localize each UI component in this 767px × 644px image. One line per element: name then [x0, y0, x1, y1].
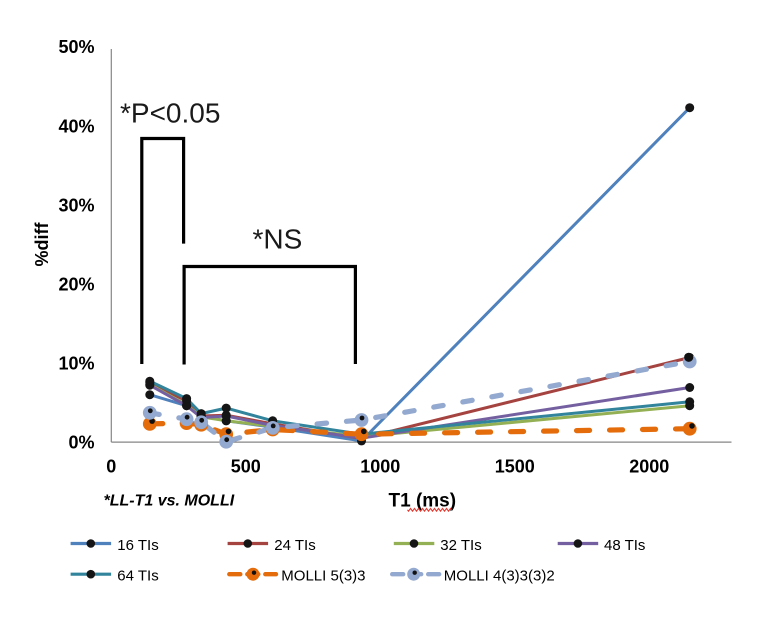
svg-text:30%: 30%: [58, 195, 94, 215]
svg-text:MOLLI 5(3)3: MOLLI 5(3)3: [281, 568, 365, 585]
svg-text:MOLLI 4(3)3(3)2: MOLLI 4(3)3(3)2: [444, 568, 555, 585]
svg-text:1000: 1000: [360, 457, 400, 477]
svg-text:0: 0: [106, 457, 116, 477]
svg-text:%diff: %diff: [32, 222, 52, 267]
svg-text:1500: 1500: [495, 457, 535, 477]
svg-text:40%: 40%: [58, 116, 94, 136]
svg-text:64 TIs: 64 TIs: [117, 568, 158, 585]
svg-text:32 TIs: 32 TIs: [440, 537, 481, 554]
svg-text:2000: 2000: [629, 457, 669, 477]
svg-text:20%: 20%: [58, 274, 94, 294]
svg-text:T1 (ms): T1 (ms): [389, 491, 457, 512]
svg-text:48 TIs: 48 TIs: [604, 537, 645, 554]
svg-text:*P<0.05: *P<0.05: [120, 98, 220, 129]
svg-text:24 TIs: 24 TIs: [274, 537, 315, 554]
svg-text:0%: 0%: [68, 433, 94, 453]
svg-text:500: 500: [231, 457, 261, 477]
svg-text:50%: 50%: [58, 37, 94, 57]
svg-text:*LL-T1 vs. MOLLI: *LL-T1 vs. MOLLI: [104, 493, 235, 510]
svg-text:*NS: *NS: [253, 224, 303, 255]
svg-text:10%: 10%: [58, 353, 94, 373]
svg-text:16 TIs: 16 TIs: [117, 537, 158, 554]
